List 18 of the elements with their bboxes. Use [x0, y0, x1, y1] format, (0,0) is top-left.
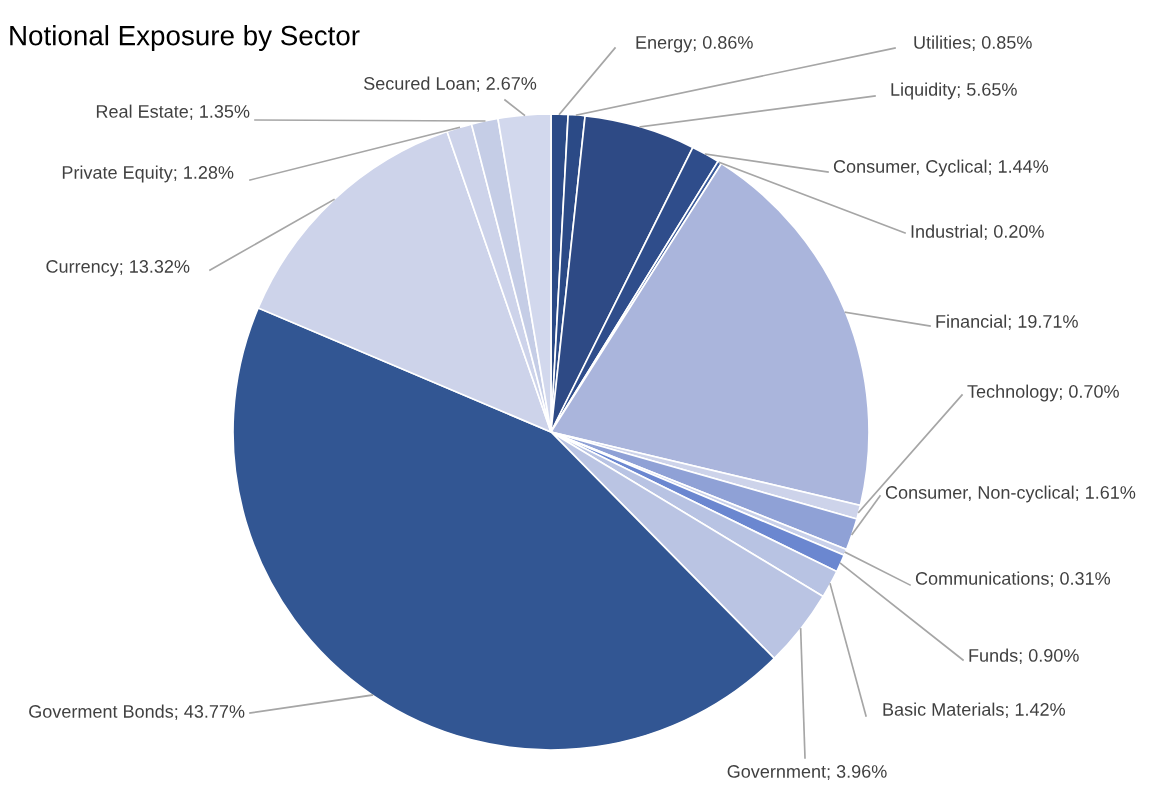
slice-label: Real Estate; 1.35%	[96, 104, 250, 120]
slice-label: Technology; 0.70%	[967, 384, 1119, 402]
slice-label: Government; 3.96%	[727, 765, 887, 780]
slice-label: Utilities; 0.85%	[914, 35, 1032, 51]
chart-title: Notional Exposure by Sector	[10, 25, 360, 51]
slice-label: Consumer, Cyclical; 1.44%	[833, 159, 1049, 177]
slice-label: Goverment Bonds; 43.77%	[29, 704, 245, 720]
slice-label: Industrial; 0.20%	[911, 224, 1044, 240]
slice-label: Secured Loan; 2.67%	[364, 76, 537, 92]
slice-label: Financial; 19.71%	[936, 314, 1078, 330]
slice-label: Communications; 0.31%	[915, 571, 1111, 587]
slice-label: Energy; 0.86%	[636, 36, 753, 53]
slice-label: Liquidity; 5.65%	[891, 82, 1017, 100]
slice-label: Basic Materials; 1.42%	[883, 702, 1065, 718]
slice-label: Currency; 13.32%	[46, 260, 190, 277]
slice-label: Private Equity; 1.28%	[62, 165, 234, 183]
slice-label: Consumer, Non-cyclical; 1.61%	[885, 485, 1136, 503]
slice-label: Funds; 0.90%	[969, 648, 1079, 664]
